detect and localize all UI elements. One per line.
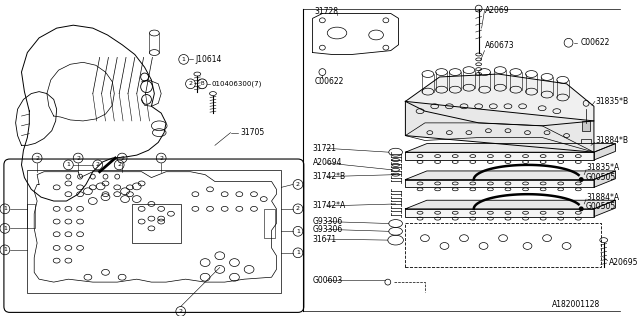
Polygon shape — [594, 200, 616, 217]
Ellipse shape — [579, 206, 584, 211]
Polygon shape — [405, 144, 616, 152]
Text: 31671: 31671 — [312, 235, 337, 244]
Text: J10614: J10614 — [195, 55, 221, 64]
Text: G93306: G93306 — [312, 217, 343, 226]
Polygon shape — [405, 180, 594, 187]
Text: C00622: C00622 — [314, 77, 344, 86]
Text: A2069: A2069 — [484, 6, 509, 15]
Polygon shape — [405, 200, 616, 209]
Text: 2: 2 — [179, 309, 182, 314]
Text: 2: 2 — [96, 162, 100, 167]
Bar — [132, 204, 180, 243]
Bar — [28, 170, 282, 293]
Text: G00505: G00505 — [586, 173, 616, 182]
Text: 31742*B: 31742*B — [312, 172, 346, 181]
Text: 2: 2 — [120, 156, 124, 161]
Text: 2: 2 — [296, 182, 300, 187]
Text: 31721: 31721 — [312, 144, 337, 153]
Polygon shape — [405, 171, 616, 180]
Text: A182001128: A182001128 — [552, 300, 600, 309]
Text: 31835*B: 31835*B — [596, 97, 629, 106]
Text: G00603: G00603 — [312, 276, 343, 285]
Polygon shape — [405, 101, 594, 152]
Text: 2: 2 — [117, 162, 121, 167]
Bar — [582, 121, 590, 131]
Polygon shape — [405, 74, 594, 126]
Text: 2: 2 — [159, 156, 163, 161]
Polygon shape — [405, 209, 594, 217]
Bar — [264, 209, 275, 238]
Text: C00622: C00622 — [580, 38, 610, 47]
Text: 31884*B: 31884*B — [596, 136, 629, 145]
Text: A20695: A20695 — [609, 258, 638, 267]
Text: G93306: G93306 — [312, 225, 343, 234]
Bar — [405, 223, 601, 268]
Text: 31728: 31728 — [314, 7, 339, 16]
Text: 31742*A: 31742*A — [312, 201, 346, 211]
Text: B: B — [200, 81, 204, 86]
Text: A60673: A60673 — [484, 41, 514, 50]
Polygon shape — [405, 152, 594, 160]
Text: 31884*A: 31884*A — [586, 193, 620, 202]
Ellipse shape — [579, 177, 584, 182]
Bar — [28, 204, 35, 228]
Text: 1: 1 — [3, 226, 7, 231]
Text: G00505: G00505 — [586, 202, 616, 212]
Text: 1: 1 — [67, 162, 70, 167]
Text: 1: 1 — [3, 247, 7, 252]
Text: 010406300(7): 010406300(7) — [211, 81, 261, 87]
Polygon shape — [594, 144, 616, 160]
Text: 1: 1 — [182, 57, 186, 62]
Text: 2: 2 — [189, 81, 193, 86]
Text: 2: 2 — [76, 156, 80, 161]
Text: 31705: 31705 — [240, 128, 264, 137]
Bar — [581, 139, 591, 150]
Text: 1: 1 — [3, 206, 7, 211]
Text: 31835*A: 31835*A — [586, 163, 620, 172]
Text: 2: 2 — [35, 156, 39, 161]
Text: 1: 1 — [296, 250, 300, 255]
Text: 1: 1 — [296, 229, 300, 234]
Text: 2: 2 — [296, 206, 300, 211]
Polygon shape — [594, 171, 616, 187]
Text: A20694: A20694 — [312, 158, 342, 167]
